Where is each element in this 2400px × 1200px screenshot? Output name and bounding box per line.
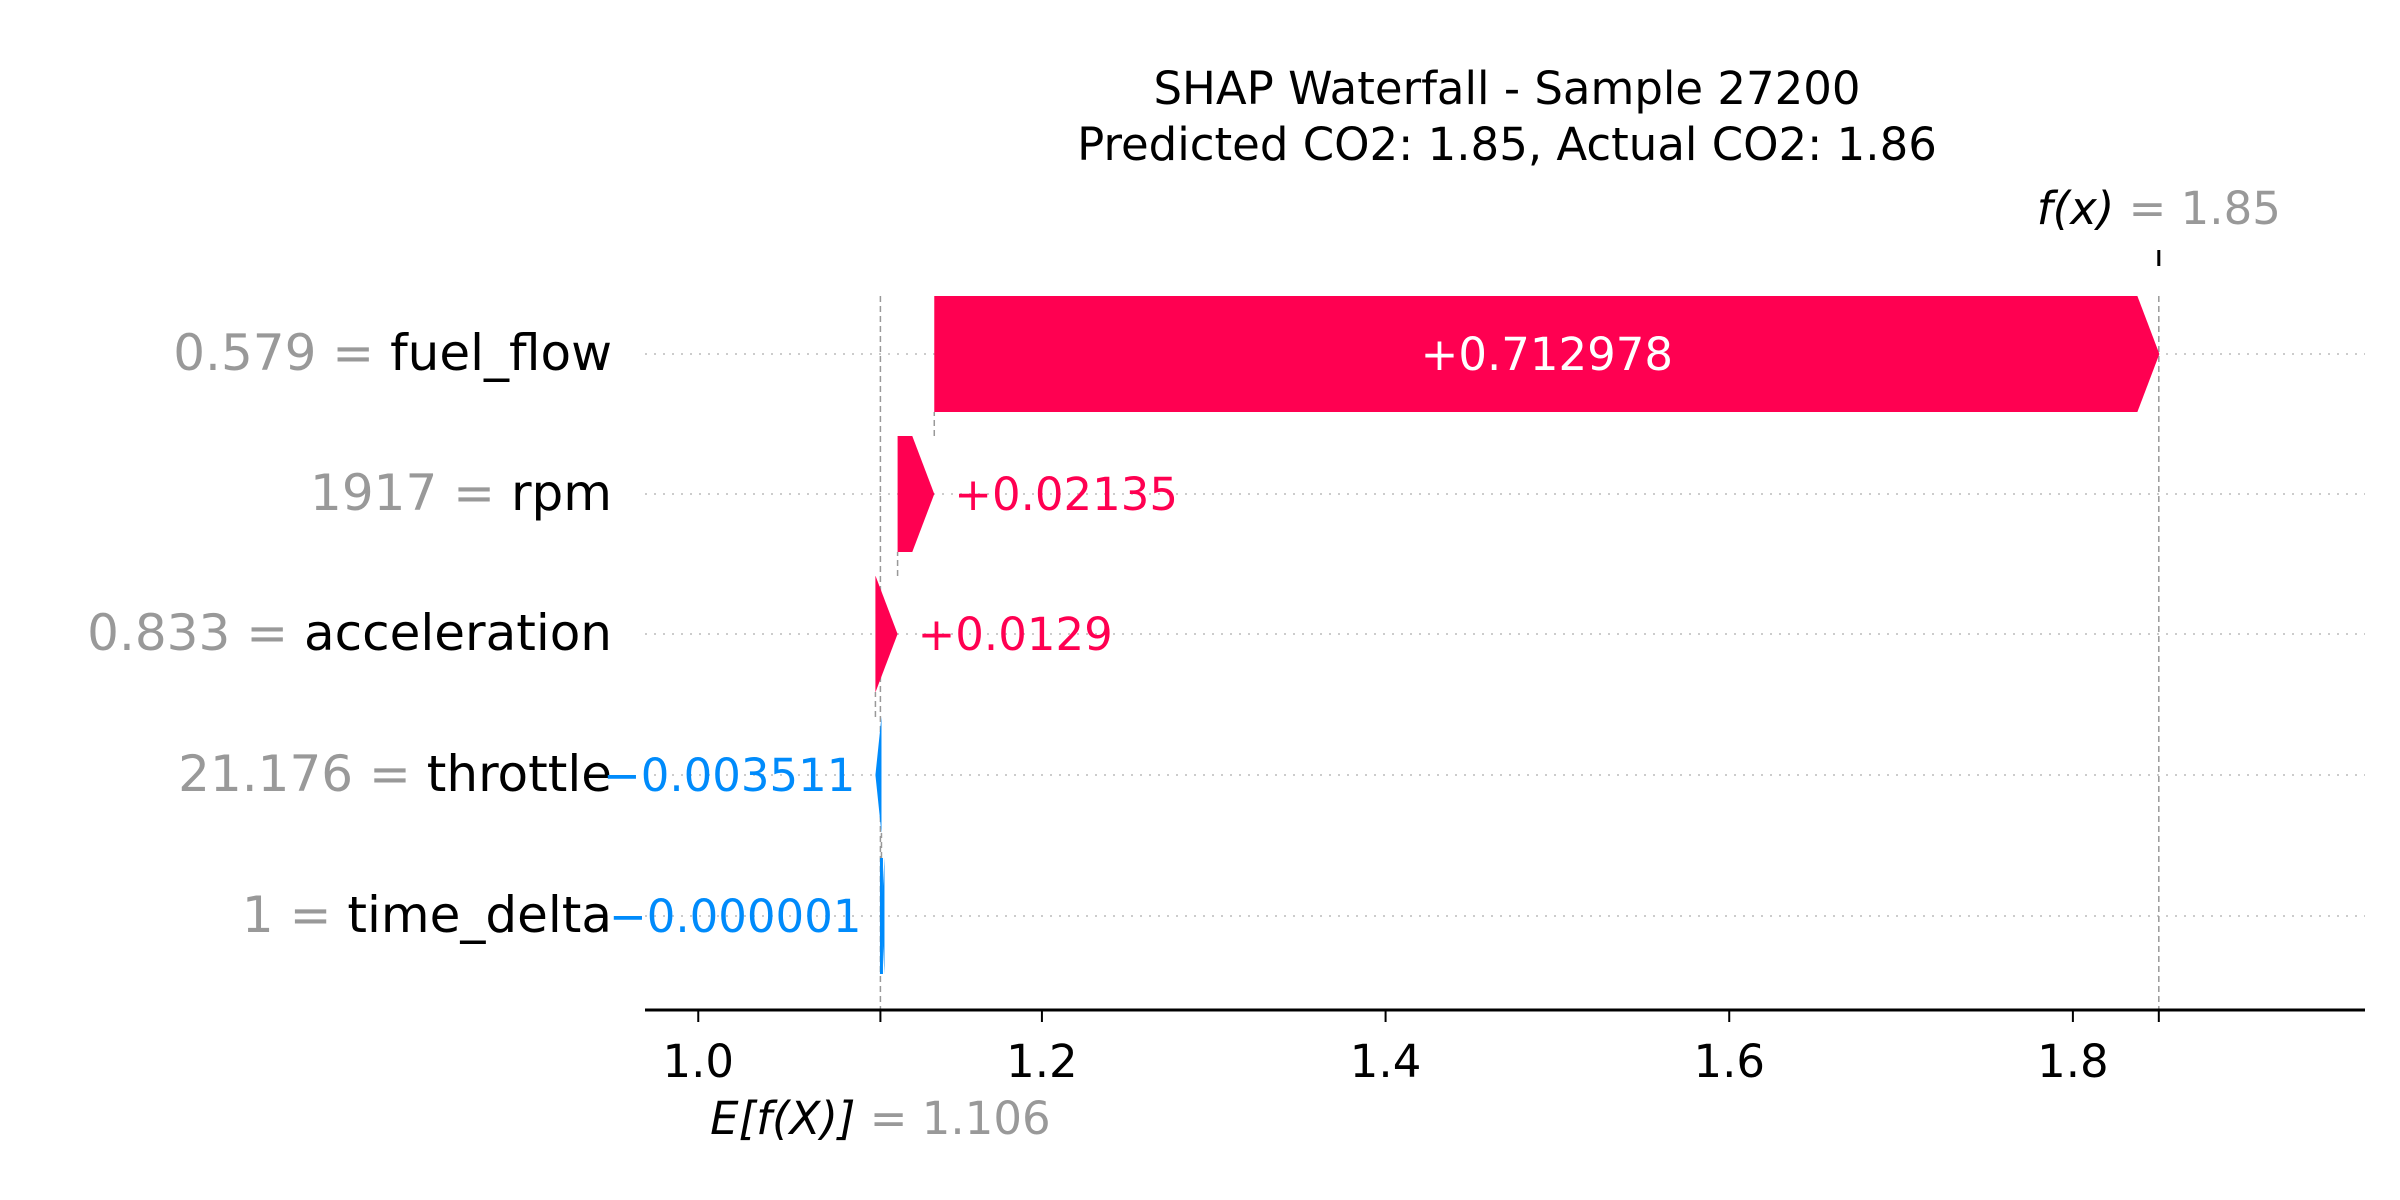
output-value-text: f(x) = 1.85 bbox=[2037, 182, 2281, 235]
output-value-label: f(x) = 1.85 bbox=[2037, 182, 2281, 235]
x-tick-label: 1.0 bbox=[662, 1035, 734, 1088]
feature-label: 1917 = rpm bbox=[310, 464, 612, 522]
output-label: f(x) bbox=[2037, 182, 2129, 235]
feature-name: time_delta bbox=[347, 886, 612, 944]
feature-name: fuel_flow bbox=[390, 324, 612, 382]
bar-value-label: −0.003511 bbox=[603, 749, 855, 802]
chart-title-line1: SHAP Waterfall - Sample 27200 bbox=[1153, 62, 1860, 115]
feature-label: 0.833 = acceleration bbox=[87, 604, 612, 662]
bar-fuel-flow bbox=[934, 296, 2160, 412]
feature-name: rpm bbox=[511, 464, 612, 522]
feature-labels: 0.579 = fuel_flow 1917 = rpm 0.833 = accel… bbox=[87, 324, 612, 944]
feature-label: 0.579 = fuel_flow bbox=[173, 324, 612, 382]
x-tick-label: 1.4 bbox=[1350, 1035, 1422, 1088]
feature-value: 0.833 = bbox=[87, 604, 304, 662]
chart-title-line2: Predicted CO2: 1.85, Actual CO2: 1.86 bbox=[1077, 118, 1937, 171]
base-value-label: E[f(X)] = 1.106 bbox=[710, 1092, 1050, 1145]
x-axis-ticks: 1.0 1.2 1.4 1.6 1.8 bbox=[662, 1010, 2160, 1088]
feature-name: acceleration bbox=[304, 604, 612, 662]
bar-throttle bbox=[875, 717, 882, 833]
x-tick-label: 1.2 bbox=[1006, 1035, 1078, 1088]
base-value-text: E[f(X)] = 1.106 bbox=[710, 1092, 1050, 1145]
bar-acceleration bbox=[875, 576, 898, 692]
bar-value-label: +0.02135 bbox=[954, 468, 1178, 521]
x-tick-label: 1.8 bbox=[2037, 1035, 2109, 1088]
bars bbox=[875, 296, 2160, 974]
feature-label: 21.176 = throttle bbox=[178, 745, 612, 803]
feature-value: 21.176 = bbox=[178, 745, 427, 803]
x-tick-label: 1.6 bbox=[1693, 1035, 1765, 1088]
feature-value: 1 = bbox=[242, 886, 348, 944]
bar-value-label: −0.000001 bbox=[609, 890, 861, 943]
feature-name: throttle bbox=[427, 745, 612, 803]
feature-value: 0.579 = bbox=[173, 324, 390, 382]
bar-value-label: +0.712978 bbox=[1421, 328, 1673, 381]
bar-value-labels: +0.712978 +0.02135 +0.0129 −0.003511 −0.0000… bbox=[603, 328, 1673, 943]
bar-rpm bbox=[897, 436, 935, 552]
output-number: = 1.85 bbox=[2129, 182, 2281, 235]
feature-value: 1917 = bbox=[310, 464, 511, 522]
bar-value-label: +0.0129 bbox=[918, 608, 1113, 661]
base-number: = 1.106 bbox=[870, 1092, 1051, 1145]
feature-label: 1 = time_delta bbox=[242, 886, 612, 944]
base-label: E[f(X)] bbox=[710, 1092, 870, 1145]
